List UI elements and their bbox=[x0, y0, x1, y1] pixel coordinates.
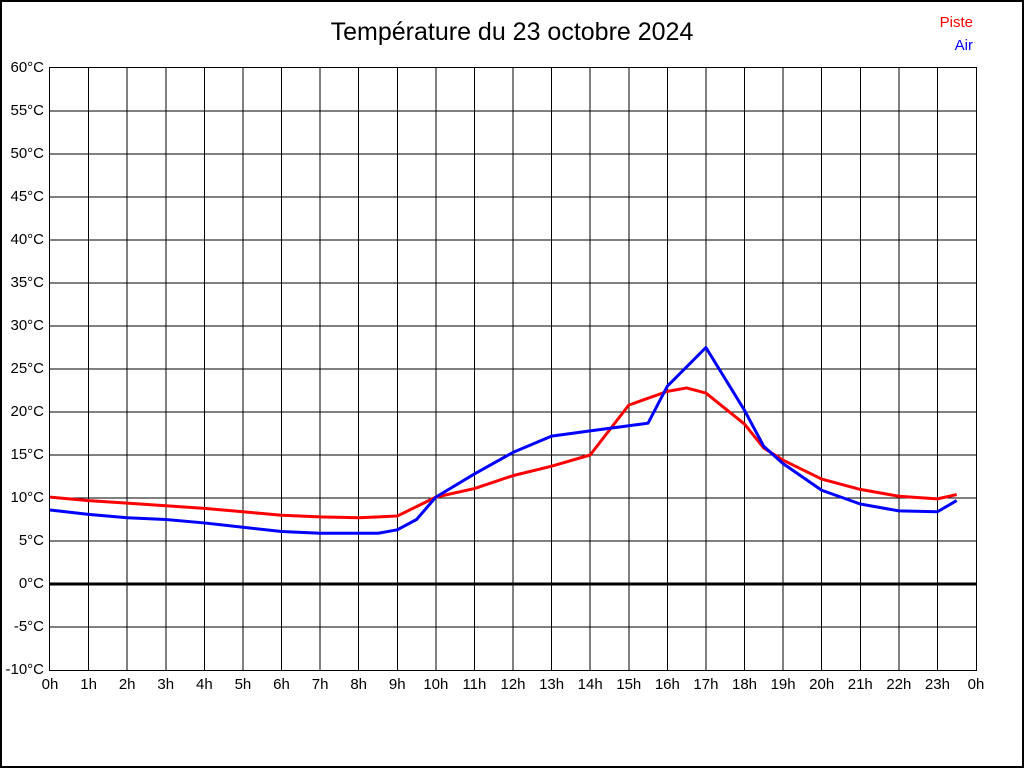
x-tick-label: 17h bbox=[693, 676, 719, 693]
legend-item-air: Air bbox=[954, 37, 973, 54]
legend: Piste Air bbox=[940, 11, 973, 57]
series-piste-line bbox=[49, 386, 958, 520]
x-tick-label: 2h bbox=[118, 676, 136, 693]
x-tick-label: 23h bbox=[924, 676, 950, 693]
legend-item-piste: Piste bbox=[939, 14, 973, 31]
x-tick-label: 13h bbox=[539, 676, 565, 693]
y-tick-label: 25°C bbox=[10, 360, 44, 377]
x-tick-label: 19h bbox=[770, 676, 796, 693]
x-tick-label: 5h bbox=[234, 676, 252, 693]
y-tick-label: 10°C bbox=[10, 489, 44, 506]
y-tick-label: 15°C bbox=[10, 446, 44, 463]
x-tick-label: 16h bbox=[654, 676, 680, 693]
x-tick-label: 3h bbox=[157, 676, 175, 693]
plot-border bbox=[49, 67, 977, 671]
x-tick-label: 18h bbox=[731, 676, 758, 693]
x-tick-label: 22h bbox=[886, 676, 912, 693]
x-tick-label: 9h bbox=[388, 676, 406, 693]
y-tick-label: 55°C bbox=[10, 102, 44, 119]
x-tick-label: 8h bbox=[350, 676, 367, 693]
y-tick-label: 50°C bbox=[10, 145, 44, 162]
x-tick-label: 1h bbox=[80, 676, 97, 693]
x-tick-label: 4h bbox=[195, 676, 213, 693]
gridlines bbox=[50, 68, 976, 670]
y-tick-label: 5°C bbox=[18, 532, 44, 549]
y-tick-label: 35°C bbox=[10, 274, 44, 291]
chart-title: Température du 23 octobre 2024 bbox=[330, 18, 694, 46]
x-tick-label: 0h bbox=[967, 676, 985, 693]
x-tick-label: 14h bbox=[577, 676, 603, 693]
x-tick-label: 11h bbox=[462, 676, 487, 693]
x-tick-label: 20h bbox=[809, 676, 835, 693]
y-tick-label: 40°C bbox=[10, 231, 44, 248]
x-tick-label: 15h bbox=[616, 676, 642, 693]
x-tick-label: 12h bbox=[500, 676, 526, 693]
x-tick-label: 0h bbox=[41, 676, 59, 693]
x-tick-label: 6h bbox=[273, 676, 290, 693]
x-tick-label: 10h bbox=[423, 676, 449, 693]
x-tick-label: 21h bbox=[847, 676, 873, 693]
temperature-chart bbox=[49, 67, 977, 671]
y-tick-label: 0°C bbox=[18, 575, 44, 592]
y-tick-label: 45°C bbox=[10, 188, 44, 205]
x-tick-label: 7h bbox=[311, 676, 329, 693]
series-air-line bbox=[49, 346, 958, 535]
y-tick-label: 30°C bbox=[10, 317, 44, 334]
y-tick-label: 20°C bbox=[10, 403, 44, 420]
y-tick-label: -10°C bbox=[5, 661, 44, 678]
y-tick-label: -5°C bbox=[13, 618, 44, 635]
y-tick-label: 60°C bbox=[10, 59, 44, 76]
